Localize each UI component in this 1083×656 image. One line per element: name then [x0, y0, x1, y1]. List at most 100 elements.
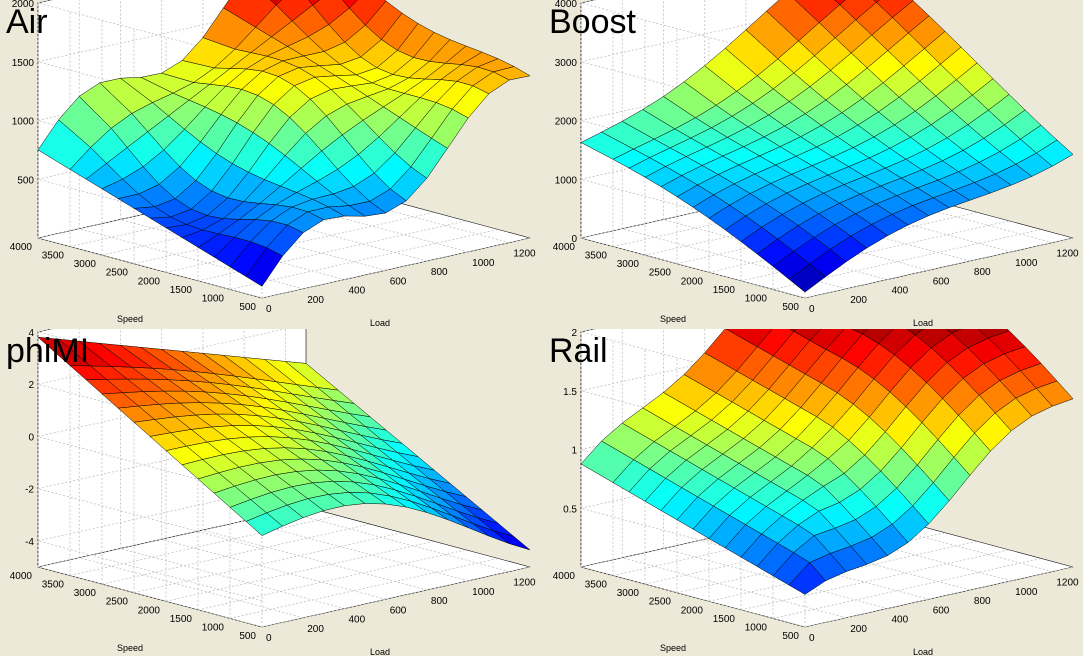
grid-line [580, 2, 806, 64]
y-tick-label: 3000 [74, 588, 97, 599]
y-tick-label: 2000 [681, 276, 704, 287]
y-tick-label: 3500 [585, 251, 608, 262]
surface-cell [223, 0, 277, 28]
x-tick-label: 400 [891, 615, 908, 626]
grid-line [261, 237, 531, 299]
z-tick-label: 4 [28, 329, 34, 339]
surface-cell [756, 329, 795, 357]
y-tick-label: 1500 [170, 285, 193, 296]
grid-line [161, 538, 386, 600]
grid-line [580, 61, 806, 123]
grid-line [285, 511, 510, 573]
surface-cell [284, 361, 339, 391]
z-tick-label: 2 [28, 380, 34, 391]
surface-plot-rail: 0 200 400 600 800 1000 1200 500 1000 1500 2000 2500… [553, 329, 1079, 656]
grid-line [622, 228, 847, 290]
y-tick-label: 2000 [138, 276, 161, 287]
grid-line [165, 211, 435, 273]
surface-cell [493, 530, 531, 551]
y-tick-label: 500 [782, 302, 799, 313]
grid-line [244, 520, 469, 582]
x-tick-label: 800 [431, 596, 448, 607]
x-tick-label: 0 [266, 304, 272, 315]
z-tick-label: 1.5 [563, 387, 577, 398]
y-tick-label: 3500 [42, 580, 65, 591]
grid-line [197, 549, 467, 611]
y-tick-label: 4000 [553, 571, 576, 582]
x-tick-label: 200 [307, 295, 324, 306]
surface-mesh [580, 329, 1074, 595]
grid-line [663, 219, 888, 280]
x-tick-label: 0 [266, 633, 272, 644]
surface-cell [834, 0, 846, 5]
grid-line [79, 228, 304, 290]
grid-line [37, 2, 263, 64]
z-tick-label: 0.5 [563, 504, 577, 515]
grid-line [580, 331, 806, 393]
grid-line [580, 178, 806, 240]
surface-cell [978, 329, 1010, 339]
surface-cell [342, 0, 358, 9]
grid-line [229, 229, 499, 290]
y-tick-label: 500 [782, 631, 799, 642]
z-tick-label: -2 [25, 485, 34, 496]
y-tick-label: 2000 [681, 605, 704, 616]
surface-plot-phimi: 0 200 400 600 800 1000 1200 500 1000 1500 2000 2500… [10, 329, 536, 656]
x-axis-label: Load [913, 318, 933, 327]
x-tick-label: 600 [933, 276, 950, 287]
grid-line [202, 529, 428, 591]
surface-mesh [580, 0, 1074, 293]
surface-cell [851, 329, 868, 335]
grid-line [772, 558, 1042, 619]
grid-line [37, 540, 263, 602]
z-tick-label: 0 [28, 432, 34, 443]
z-tick-label: 1000 [12, 117, 35, 128]
y-tick-label: 1000 [745, 622, 768, 633]
grid-line [580, 237, 806, 299]
y-axis-label: Speed [117, 643, 143, 653]
grid-line [804, 566, 1074, 628]
z-tick-label: 1500 [12, 58, 35, 69]
y-tick-label: 2500 [649, 597, 672, 608]
x-tick-label: 800 [974, 267, 991, 278]
chart-panel-boost: Boost 0 200 400 600 800 1000 1200 500 1000 1500 20… [543, 0, 1083, 327]
y-tick-label: 2500 [649, 268, 672, 279]
x-axis-label: Load [913, 647, 933, 656]
grid-line [740, 549, 1010, 611]
grid-line [37, 566, 263, 628]
y-tick-label: 4000 [553, 242, 576, 253]
grid-line [37, 237, 263, 299]
y-tick-label: 500 [239, 631, 256, 642]
x-tick-label: 400 [891, 286, 908, 297]
y-tick-label: 3500 [42, 251, 65, 262]
surface-mesh [37, 336, 531, 551]
y-axis-label: Speed [660, 643, 686, 653]
x-tick-label: 1200 [1056, 578, 1079, 589]
surface-cell [839, 0, 877, 21]
surface-cell [312, 0, 350, 25]
x-tick-label: 200 [307, 624, 324, 635]
grid-line [261, 566, 531, 628]
z-tick-label: 2000 [12, 0, 35, 10]
grid-line [229, 558, 499, 619]
surface-cell [873, 0, 880, 3]
grid-line [79, 557, 304, 619]
chart-panel-air: Air 0 200 400 600 800 1000 1200 500 1000 1500 2000… [0, 0, 540, 327]
y-tick-label: 2500 [106, 597, 129, 608]
y-tick-label: 2000 [138, 605, 161, 616]
y-axis-label: Speed [117, 314, 143, 324]
grid-line [37, 178, 263, 240]
surface-cell [878, 329, 916, 356]
grid-line [580, 390, 806, 452]
surface-cell [876, 0, 914, 18]
chart-title: Boost [549, 3, 636, 41]
x-tick-label: 600 [390, 605, 407, 616]
grid-line [37, 61, 263, 123]
surface-cell [766, 0, 820, 42]
surface-cell [725, 329, 773, 348]
surface-cell [789, 329, 797, 332]
z-tick-label: 500 [17, 175, 34, 186]
y-tick-label: 3000 [617, 259, 640, 270]
x-axis-label: Load [370, 647, 390, 656]
x-tick-label: 600 [390, 276, 407, 287]
